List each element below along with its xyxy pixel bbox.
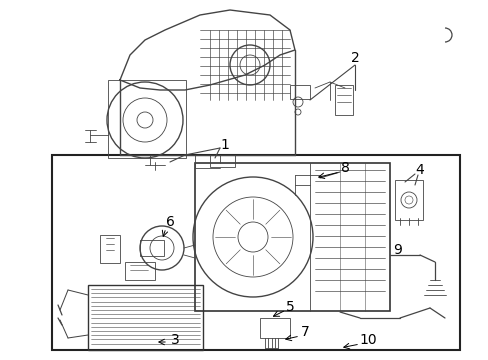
Bar	[140, 240, 163, 256]
Text: 6: 6	[165, 215, 174, 229]
Bar	[52, 155, 459, 350]
Text: 5: 5	[285, 300, 294, 314]
Text: 9: 9	[393, 243, 402, 257]
Bar	[125, 262, 155, 280]
Bar	[100, 235, 120, 263]
Text: 7: 7	[300, 325, 309, 339]
Bar	[394, 180, 422, 220]
Bar	[334, 85, 352, 115]
Bar	[195, 163, 389, 311]
Bar	[88, 285, 203, 350]
Text: 3: 3	[170, 333, 179, 347]
Bar	[289, 85, 309, 99]
Text: 4: 4	[415, 163, 424, 177]
Bar	[209, 155, 235, 167]
Bar	[108, 80, 185, 158]
Text: 1: 1	[220, 138, 229, 152]
Text: 2: 2	[350, 51, 359, 65]
Text: 8: 8	[340, 161, 349, 175]
Text: 10: 10	[359, 333, 376, 347]
Bar	[260, 318, 289, 338]
